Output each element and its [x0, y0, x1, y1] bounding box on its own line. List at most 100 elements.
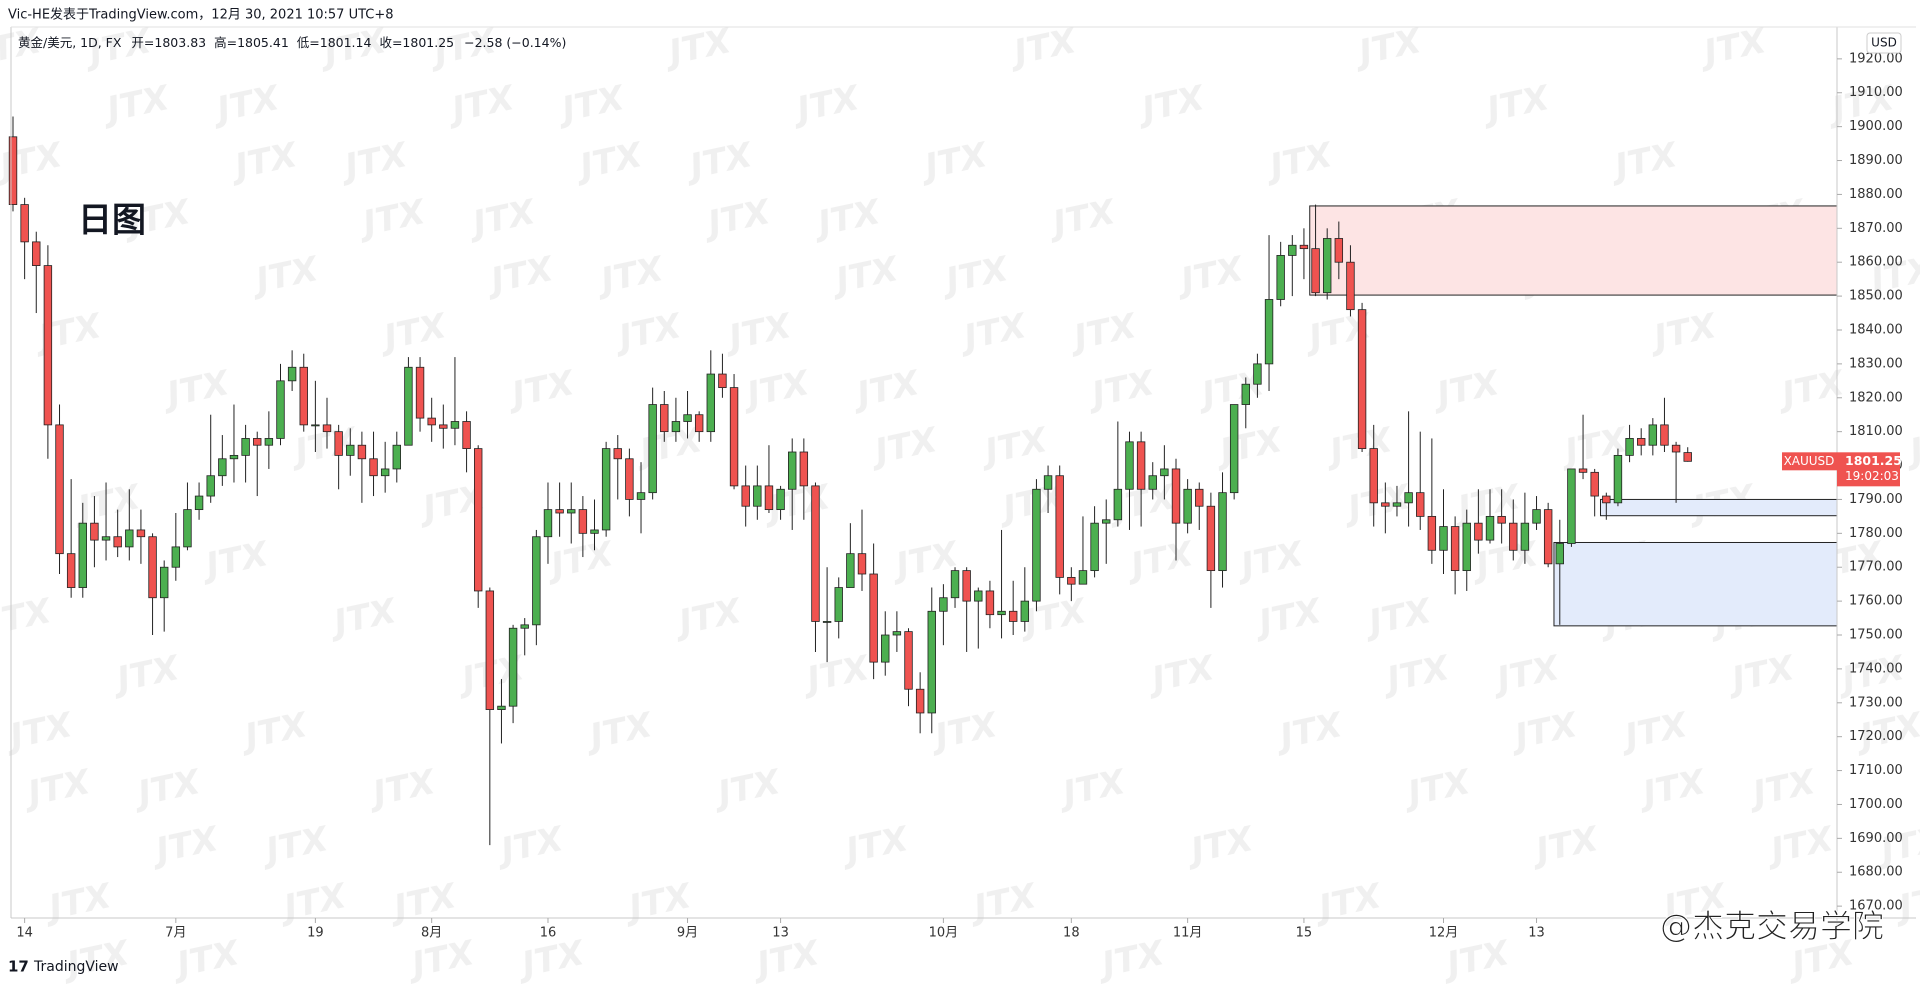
candle-body — [276, 380, 285, 439]
y-tick-label: 1920.00 — [1849, 51, 1903, 66]
candle-body — [927, 610, 936, 714]
zones — [1309, 205, 1838, 627]
y-tick-label: 1690.00 — [1849, 831, 1903, 846]
y-tick-label: 1730.00 — [1849, 695, 1903, 710]
candle-body — [1322, 238, 1332, 294]
candle-body — [1520, 522, 1530, 551]
brand-name: TradingView — [33, 959, 119, 975]
brand-logo: 𝟭𝟳 — [8, 958, 29, 976]
candle-body — [1055, 475, 1064, 578]
candle-body — [1392, 502, 1402, 507]
candle-body — [1218, 492, 1227, 572]
zone — [1309, 205, 1838, 296]
candle-body — [613, 448, 622, 460]
candle-body — [392, 444, 401, 470]
candle-body — [427, 417, 436, 426]
candle-body — [8, 136, 18, 205]
x-tick-label: 19 — [307, 926, 324, 941]
y-tick-label: 1770.00 — [1849, 560, 1903, 575]
plot — [8, 116, 1692, 846]
candle-body — [1543, 509, 1553, 565]
candle-body — [1450, 526, 1460, 572]
candle-body — [764, 485, 774, 511]
candle-body — [1671, 444, 1681, 453]
y-tick-label: 1820.00 — [1849, 390, 1903, 405]
y-tick-label: 1870.00 — [1849, 221, 1903, 236]
candle-body — [567, 509, 576, 514]
candle-body — [892, 631, 902, 636]
x-tick-label: 10月 — [929, 926, 959, 941]
legend-label: 低= — [297, 35, 320, 50]
candle-body — [497, 705, 506, 710]
y-tick-label: 1790.00 — [1849, 492, 1903, 507]
legend-label: 开= — [131, 35, 154, 50]
price-tag: 1801.25 — [1845, 453, 1902, 468]
y-tick-label: 1710.00 — [1849, 763, 1903, 778]
candle-body — [950, 570, 960, 599]
brand[interactable]: 𝟭𝟳 TradingView — [8, 958, 119, 976]
candle-body — [1334, 238, 1344, 263]
candle-body — [264, 438, 274, 446]
candle-body — [1485, 515, 1495, 541]
x-tick-label: 13 — [772, 926, 789, 941]
x-tick-label: 13 — [1528, 926, 1545, 941]
legend-label: 收= — [379, 35, 402, 50]
candle-body — [404, 366, 413, 446]
y-tick-label: 1750.00 — [1849, 628, 1903, 643]
y-tick-label: 1890.00 — [1849, 153, 1903, 168]
candle-body — [218, 458, 227, 477]
candle-body — [287, 366, 297, 382]
legend-value: 1803.83 — [154, 35, 206, 50]
candle-body — [601, 448, 611, 531]
candle-body — [962, 570, 971, 602]
y-tick-label: 1720.00 — [1849, 729, 1903, 744]
candle-body — [90, 522, 99, 541]
candle-body — [776, 488, 785, 511]
candle-body — [1090, 522, 1099, 572]
zone — [1553, 541, 1838, 627]
candle-body — [648, 404, 657, 494]
candle-body — [1183, 488, 1192, 524]
candle-body — [1369, 448, 1378, 504]
y-tick-label: 1860.00 — [1849, 255, 1903, 270]
candle-body — [718, 373, 727, 389]
candle-body — [380, 468, 390, 477]
candle-body — [788, 451, 797, 490]
x-tick-label: 8月 — [421, 926, 442, 941]
candle-body — [753, 485, 762, 507]
currency[interactable]: USD — [1871, 36, 1897, 50]
candle-body — [1043, 475, 1053, 490]
candle-body — [159, 566, 169, 599]
candle-body — [660, 404, 669, 433]
candle-body — [1381, 502, 1390, 507]
candle-body — [194, 495, 204, 511]
candle-body — [1067, 576, 1076, 585]
candle-body — [939, 597, 948, 612]
candle-body — [439, 424, 448, 429]
candle-body — [508, 627, 518, 707]
candle-body — [1474, 522, 1483, 541]
y-tick-label: 1900.00 — [1849, 119, 1903, 134]
candle-body — [1229, 404, 1239, 494]
candle-body — [241, 438, 250, 456]
candle-body — [171, 546, 181, 568]
candle-body — [136, 529, 146, 538]
currency-box[interactable] — [1866, 32, 1902, 54]
x-tick-label: 9月 — [677, 926, 698, 941]
candle-body — [834, 587, 843, 622]
candle-body — [1357, 309, 1367, 450]
candle-body — [857, 553, 867, 575]
candle-body — [846, 553, 855, 588]
candle-body — [694, 414, 704, 433]
candle-body — [1625, 438, 1634, 456]
candle-body — [1020, 600, 1030, 622]
candle-body — [811, 485, 820, 622]
candle-body — [485, 590, 495, 710]
candle-body — [1136, 441, 1146, 490]
candle-body — [1567, 468, 1576, 544]
y-tick-label: 1680.00 — [1849, 865, 1903, 880]
candle-body — [1590, 471, 1599, 497]
